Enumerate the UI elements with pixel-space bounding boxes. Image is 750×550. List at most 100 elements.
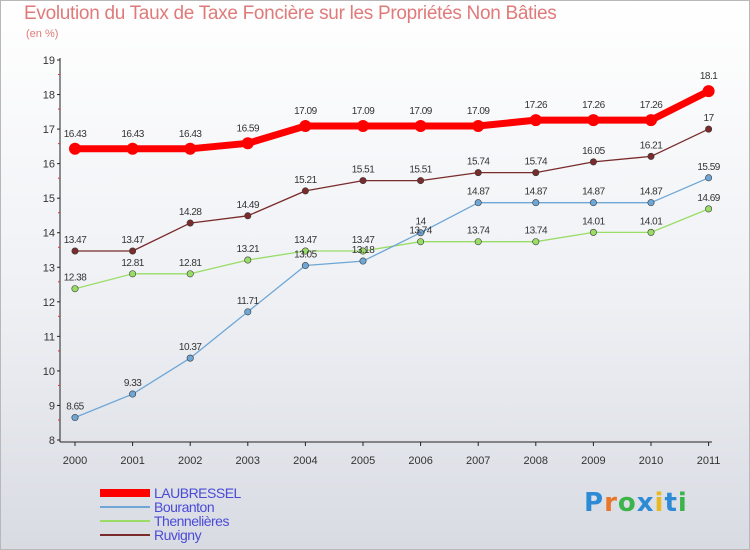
legend-item: Ruvigny [100, 527, 300, 543]
data-point [647, 152, 655, 160]
data-label: 16.43 [64, 129, 87, 140]
data-point [69, 142, 81, 155]
data-label: 13.05 [294, 250, 317, 261]
logo-letter: i [677, 488, 688, 518]
y-tick-label: 14 [43, 228, 55, 240]
logo-letter: x [636, 488, 655, 518]
series-line [74, 128, 710, 252]
data-label: 16.43 [179, 129, 202, 140]
x-tick-label: 2002 [178, 455, 202, 467]
data-point [71, 247, 79, 255]
legend-swatch [100, 520, 150, 522]
legend-label: Bouranton [154, 499, 215, 515]
y-tick-label: 8 [49, 435, 55, 447]
data-point [647, 199, 655, 207]
data-point [705, 125, 713, 133]
legend-label: Thennelières [154, 513, 229, 529]
data-point [474, 238, 482, 246]
data-label: 15.51 [409, 165, 432, 176]
x-tick-label: 2003 [236, 455, 260, 467]
unit-label: (en %) [26, 28, 59, 40]
x-tick-label: 2008 [524, 455, 548, 467]
data-label: 12.81 [121, 258, 144, 269]
data-label: 15.74 [525, 157, 548, 168]
data-point [359, 177, 367, 185]
data-label: 13.18 [352, 245, 375, 256]
x-tick-label: 2011 [697, 455, 721, 467]
proxiti-logo: Proxiti [584, 488, 688, 518]
data-point [647, 228, 655, 236]
series-line [74, 208, 710, 290]
data-label: 14.69 [697, 193, 720, 204]
y-tick-label: 10 [43, 366, 55, 378]
data-label: 16.59 [237, 123, 260, 134]
y-tick-label: 9 [49, 400, 55, 412]
data-point [532, 238, 540, 246]
data-label: 18.1 [700, 71, 718, 82]
data-point [71, 414, 79, 422]
data-label: 17.09 [352, 106, 375, 117]
data-label: 13.21 [237, 244, 260, 255]
data-label: 14.87 [525, 187, 548, 198]
y-tick-label: 16 [43, 159, 55, 171]
data-label: 14.01 [640, 216, 663, 227]
data-label: 11.71 [237, 296, 260, 307]
data-label: 14.87 [582, 187, 605, 198]
logo-letter: r [604, 488, 618, 518]
data-point [705, 174, 713, 182]
data-point [589, 228, 597, 236]
logo-letter: i [654, 488, 665, 518]
data-point [129, 390, 137, 398]
x-tick-label: 2007 [466, 455, 490, 467]
data-point [705, 205, 713, 213]
series-ruvigny [71, 125, 713, 255]
data-point [186, 219, 194, 227]
data-point [244, 212, 252, 220]
data-label: 17.09 [409, 106, 432, 117]
data-label: 17 [704, 113, 715, 124]
data-label: 16.43 [121, 129, 144, 140]
x-tick-label: 2005 [351, 455, 375, 467]
data-point [587, 114, 600, 127]
data-label: 14.87 [467, 187, 490, 198]
legend-item: Bouranton [100, 499, 300, 515]
data-label: 13.47 [64, 235, 87, 246]
logo-letter: t [664, 488, 678, 518]
data-point [589, 199, 597, 207]
series-line [74, 177, 710, 419]
data-point [301, 262, 309, 270]
data-label: 15.59 [697, 162, 720, 173]
data-point [244, 308, 252, 316]
logo-letter: P [584, 488, 605, 518]
legend-swatch [100, 489, 150, 497]
chart-title: Evolution du Taux de Taxe Foncière sur l… [24, 3, 557, 24]
data-label: 9.33 [124, 378, 142, 389]
data-label: 12.81 [179, 258, 202, 269]
data-label: 14 [416, 217, 427, 228]
legend-label: LAUBRESSEL [154, 485, 241, 501]
y-tick-label: 15 [43, 193, 55, 205]
data-point [474, 169, 482, 177]
data-point [702, 85, 715, 98]
data-label: 13.47 [294, 235, 317, 246]
x-tick-label: 2010 [639, 455, 663, 467]
data-point [417, 177, 425, 185]
data-point [301, 187, 309, 195]
data-point [71, 285, 79, 293]
data-point [244, 256, 252, 264]
data-point [529, 114, 542, 127]
data-label: 14.87 [640, 187, 663, 198]
data-point [186, 354, 194, 362]
data-point [414, 119, 427, 132]
data-label: 13.47 [121, 235, 144, 246]
y-tick-label: 12 [43, 297, 55, 309]
data-point [301, 247, 309, 255]
data-point [532, 199, 540, 207]
data-label: 15.51 [352, 165, 375, 176]
logo-letter: o [617, 488, 637, 518]
legend-swatch [100, 506, 150, 508]
x-tick-label: 2001 [120, 455, 144, 467]
x-tick-label: 2000 [63, 455, 87, 467]
